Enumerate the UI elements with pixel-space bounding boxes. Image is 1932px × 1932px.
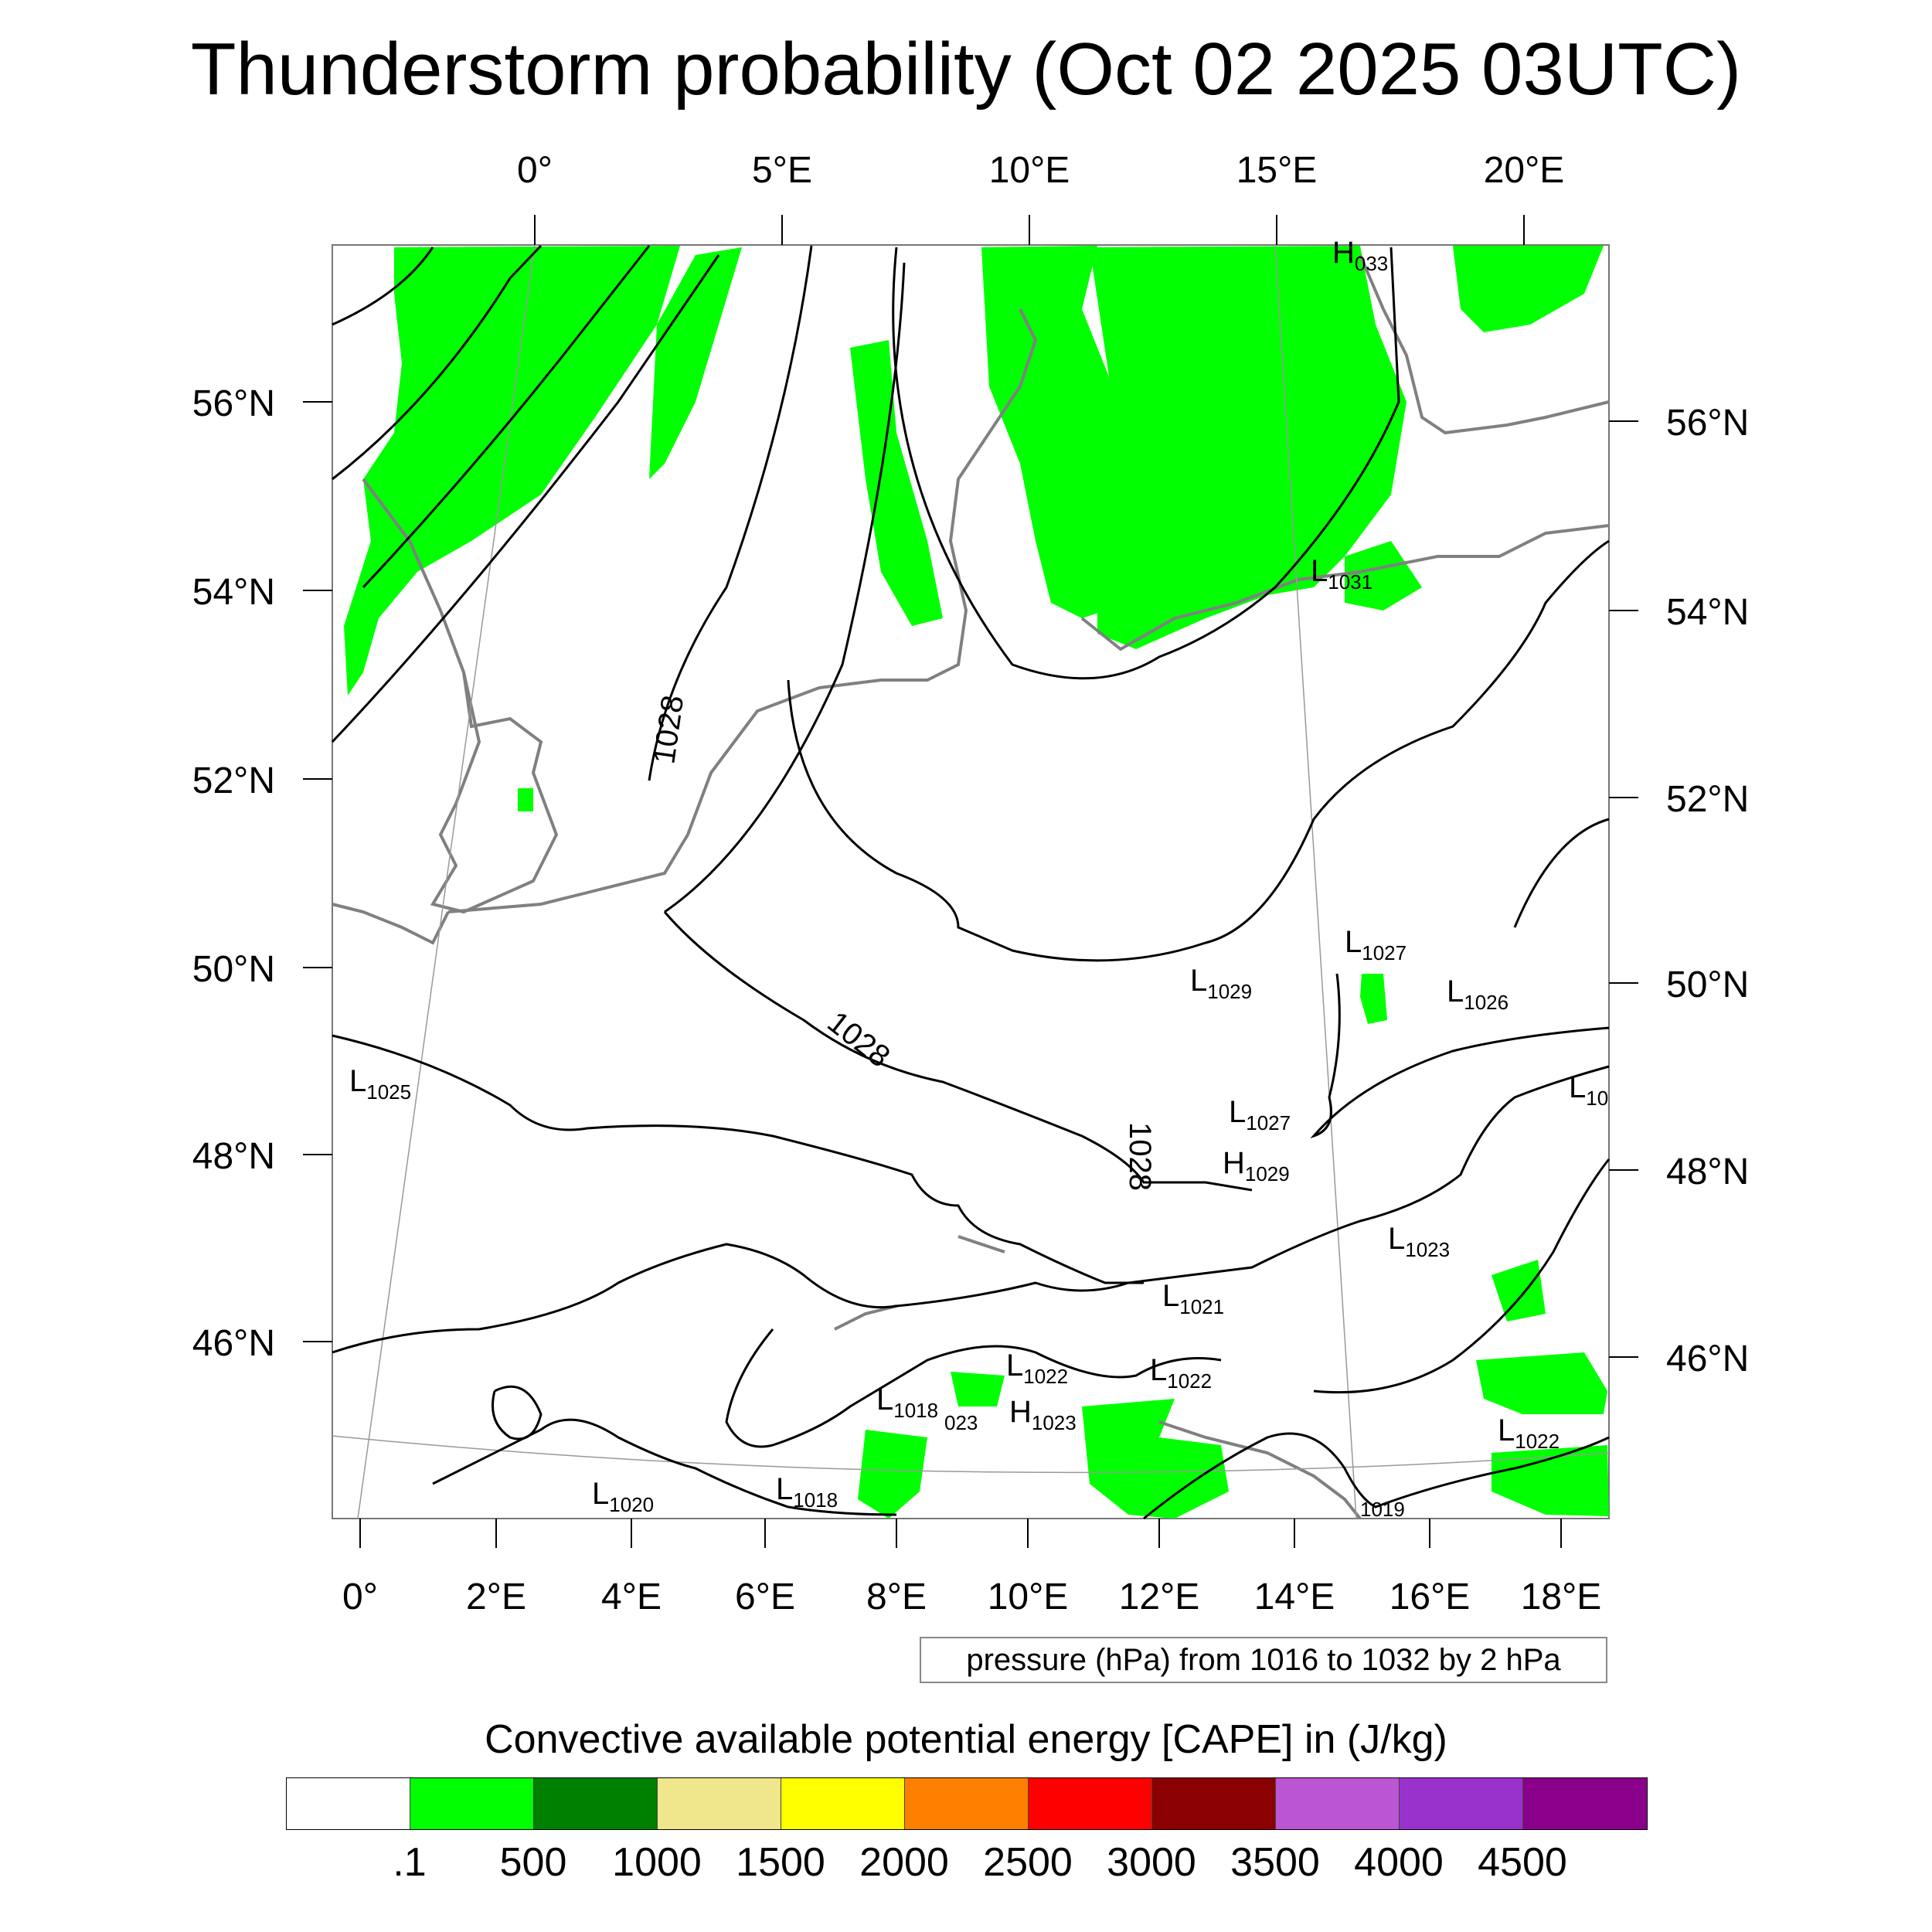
- bottom-lon-label: 2°E: [466, 1577, 526, 1617]
- colorbar-label: 4500: [1478, 1839, 1567, 1886]
- colorbar-label: 3500: [1230, 1839, 1320, 1886]
- right-lat-label: 46°N: [1666, 1338, 1749, 1379]
- cape-area-alps-2: [951, 1372, 1005, 1406]
- right-lat-label: 52°N: [1666, 779, 1749, 820]
- colorbar-swatch: [410, 1778, 534, 1829]
- top-lon-label: 5°E: [752, 150, 812, 191]
- top-lon-labels: 0° 5°E 10°E 15°E 20°E: [517, 150, 1564, 191]
- right-lat-label: 56°N: [1666, 403, 1749, 444]
- colorbar-label: 500: [500, 1839, 567, 1886]
- pressure-center-label: 023: [944, 1411, 978, 1434]
- colorbar-label: 4000: [1354, 1839, 1444, 1886]
- colorbar-swatch: [534, 1778, 658, 1829]
- top-lon-label: 15°E: [1236, 150, 1318, 191]
- top-lon-label: 10°E: [989, 150, 1070, 191]
- pressure-center-label: 1019: [1360, 1498, 1405, 1521]
- colorbar-label: 1500: [736, 1839, 825, 1886]
- left-lat-label: 56°N: [192, 383, 275, 424]
- colorbar-swatch: [1029, 1778, 1152, 1829]
- bottom-lon-label: 0°: [342, 1577, 378, 1617]
- colorbar-swatch: [905, 1778, 1029, 1829]
- bottom-lon-label: 16°E: [1389, 1577, 1471, 1617]
- top-lon-label: 0°: [517, 150, 553, 191]
- bottom-lon-labels: 0° 2°E 4°E 6°E 8°E 10°E 12°E 14°E 16°E 1…: [342, 1577, 1601, 1617]
- isobar-label: 1028: [1123, 1122, 1157, 1191]
- cape-colorbar: [286, 1777, 1648, 1830]
- bottom-lon-label: 8°E: [866, 1577, 927, 1617]
- right-lat-label: 48°N: [1666, 1151, 1749, 1192]
- bottom-lon-label: 18°E: [1521, 1577, 1602, 1617]
- left-lat-label: 52°N: [192, 760, 275, 801]
- right-lat-label: 50°N: [1666, 964, 1749, 1005]
- colorbar-swatch: [1276, 1778, 1400, 1829]
- colorbar-label: 2000: [859, 1839, 949, 1886]
- bottom-lon-label: 10°E: [988, 1577, 1069, 1617]
- bottom-lon-label: 4°E: [601, 1577, 662, 1617]
- left-lat-label: 54°N: [192, 572, 275, 613]
- colorbar-label: 3000: [1107, 1839, 1196, 1886]
- colorbar-title: Convective available potential energy [C…: [0, 1713, 1932, 1767]
- bottom-lon-label: 14°E: [1254, 1577, 1335, 1617]
- cape-area-small-1: [518, 788, 533, 811]
- right-lat-label: 54°N: [1666, 592, 1749, 633]
- colorbar-swatch: [1400, 1778, 1523, 1829]
- colorbar-label: 1000: [612, 1839, 702, 1886]
- colorbar-swatch: [781, 1778, 905, 1829]
- colorbar-swatch: [287, 1778, 410, 1829]
- left-lat-labels: 56°N 54°N 52°N 50°N 48°N 46°N: [192, 383, 275, 1364]
- colorbar-swatch: [1152, 1778, 1276, 1829]
- pressure-center-label: H033: [1332, 236, 1388, 275]
- colorbar-swatch: [658, 1778, 781, 1829]
- bottom-lon-label: 6°E: [735, 1577, 795, 1617]
- left-lat-label: 48°N: [192, 1136, 275, 1177]
- right-lat-labels: 56°N 54°N 52°N 50°N 48°N 46°N: [1666, 403, 1749, 1379]
- bottom-lon-label: 12°E: [1119, 1577, 1200, 1617]
- top-lon-label: 20°E: [1484, 150, 1565, 191]
- left-lat-label: 46°N: [192, 1323, 275, 1364]
- pressure-contour-note: pressure (hPa) from 1016 to 1032 by 2 hP…: [920, 1637, 1607, 1683]
- colorbar-labels: .1 500 1000 1500 2000 2500 3000 3500 4000 4500: [286, 1839, 1648, 1893]
- colorbar-swatch: [1523, 1778, 1647, 1829]
- colorbar-label: .1: [393, 1839, 426, 1886]
- left-lat-label: 50°N: [192, 949, 275, 990]
- colorbar-label: 2500: [983, 1839, 1073, 1886]
